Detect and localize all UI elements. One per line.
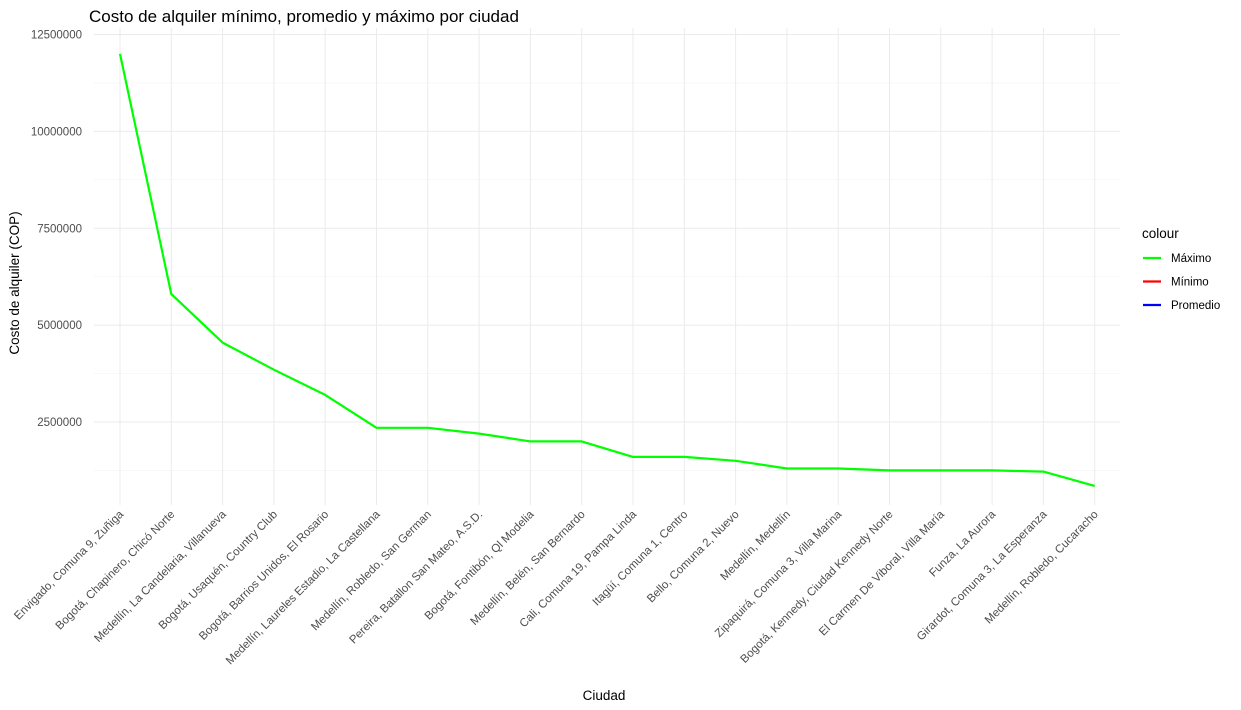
y-axis-ticks: 2500000 5000000 7500000 10000000 12500000 (31, 30, 82, 430)
y-axis-title: Costo de alquiler (COP) (7, 211, 22, 354)
y-tick-label: 7500000 (37, 223, 82, 235)
x-tick-label: Medellín, Robledo, Cucaracho (983, 509, 1101, 627)
x-axis-title: Ciudad (583, 688, 626, 703)
legend-label: Promedio (1171, 300, 1220, 312)
y-tick-label: 12500000 (31, 30, 82, 42)
series-line (118, 53, 1095, 487)
legend-title: colour (1142, 226, 1179, 241)
series-group (118, 53, 1095, 487)
chart-title: Costo de alquiler mínimo, promedio y máx… (89, 7, 519, 26)
x-tick-label: Bello, Comuna 2, Nuevo (645, 509, 742, 606)
legend-label: Mínimo (1171, 277, 1209, 289)
x-tick-label: Bogotá, Fontibón, Ql Modelia (423, 508, 537, 622)
x-tick-label: Itagüí, Comuna 1, Centro (591, 509, 691, 609)
grid (94, 28, 1120, 505)
y-tick-label: 10000000 (31, 126, 82, 138)
legend-label: Máximo (1171, 253, 1211, 265)
x-tick-label: Envigado, Comuna 9, Zuñiga (12, 508, 126, 622)
legend: colour Máximo Mínimo Promedio (1142, 226, 1220, 312)
y-tick-label: 5000000 (37, 320, 82, 332)
y-tick-label: 2500000 (37, 417, 82, 429)
